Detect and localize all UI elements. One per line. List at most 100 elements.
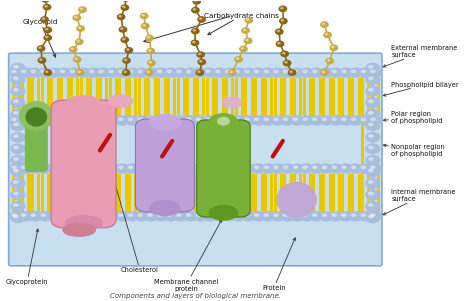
Ellipse shape: [138, 118, 142, 120]
Ellipse shape: [148, 214, 152, 216]
Ellipse shape: [14, 88, 18, 91]
Ellipse shape: [283, 70, 288, 73]
Ellipse shape: [12, 118, 16, 120]
Ellipse shape: [157, 118, 162, 120]
Ellipse shape: [203, 164, 216, 173]
Ellipse shape: [118, 14, 125, 20]
Ellipse shape: [77, 26, 84, 31]
Ellipse shape: [79, 7, 86, 12]
Ellipse shape: [281, 116, 294, 125]
Ellipse shape: [78, 71, 80, 73]
Ellipse shape: [70, 47, 77, 52]
Ellipse shape: [11, 202, 25, 211]
Ellipse shape: [11, 144, 25, 154]
Ellipse shape: [11, 98, 25, 107]
Ellipse shape: [198, 59, 205, 65]
Ellipse shape: [264, 166, 268, 169]
Ellipse shape: [283, 118, 288, 120]
Ellipse shape: [262, 116, 274, 125]
Ellipse shape: [90, 166, 94, 169]
Ellipse shape: [332, 214, 336, 216]
Ellipse shape: [51, 70, 55, 73]
Ellipse shape: [127, 49, 129, 50]
Ellipse shape: [369, 169, 373, 172]
Text: External membrane
surface: External membrane surface: [383, 45, 457, 67]
Ellipse shape: [116, 68, 129, 77]
Ellipse shape: [65, 216, 102, 230]
Ellipse shape: [123, 58, 130, 63]
Ellipse shape: [293, 166, 298, 169]
Ellipse shape: [39, 47, 41, 48]
Ellipse shape: [277, 30, 280, 32]
Ellipse shape: [223, 212, 236, 221]
Ellipse shape: [167, 118, 171, 120]
Ellipse shape: [324, 32, 331, 38]
Ellipse shape: [235, 118, 239, 120]
Ellipse shape: [198, 53, 201, 54]
Ellipse shape: [194, 164, 207, 173]
Ellipse shape: [70, 166, 74, 169]
Ellipse shape: [246, 19, 249, 20]
Ellipse shape: [42, 0, 49, 2]
Ellipse shape: [262, 212, 274, 221]
Ellipse shape: [14, 158, 18, 160]
Ellipse shape: [148, 118, 152, 120]
Ellipse shape: [352, 118, 356, 120]
Ellipse shape: [38, 212, 51, 221]
Ellipse shape: [352, 70, 356, 73]
Ellipse shape: [242, 212, 255, 221]
Ellipse shape: [41, 17, 48, 22]
Ellipse shape: [128, 70, 133, 73]
Ellipse shape: [191, 40, 199, 45]
Ellipse shape: [366, 156, 380, 165]
Ellipse shape: [235, 57, 242, 62]
Ellipse shape: [235, 166, 239, 169]
Ellipse shape: [97, 212, 109, 221]
Ellipse shape: [106, 164, 119, 173]
Ellipse shape: [320, 116, 333, 125]
Ellipse shape: [14, 181, 18, 183]
Ellipse shape: [184, 212, 197, 221]
Ellipse shape: [142, 23, 149, 29]
Ellipse shape: [87, 212, 100, 221]
Ellipse shape: [11, 213, 25, 223]
Text: Glycolipid: Glycolipid: [22, 19, 58, 57]
Ellipse shape: [342, 166, 346, 169]
Ellipse shape: [277, 183, 316, 217]
Ellipse shape: [97, 116, 109, 125]
Ellipse shape: [75, 39, 83, 45]
Ellipse shape: [122, 70, 130, 75]
Ellipse shape: [235, 70, 239, 73]
Ellipse shape: [329, 116, 342, 125]
Ellipse shape: [368, 116, 381, 125]
Ellipse shape: [301, 212, 313, 221]
Ellipse shape: [283, 61, 291, 66]
Ellipse shape: [246, 39, 248, 41]
Ellipse shape: [63, 224, 95, 236]
Ellipse shape: [29, 68, 42, 77]
Ellipse shape: [264, 118, 268, 120]
Ellipse shape: [148, 60, 155, 66]
Text: Phospholipid bilayer: Phospholipid bilayer: [383, 82, 459, 96]
Ellipse shape: [225, 70, 229, 73]
Ellipse shape: [235, 214, 239, 216]
Ellipse shape: [322, 70, 327, 73]
Ellipse shape: [90, 118, 94, 120]
Ellipse shape: [291, 68, 304, 77]
Ellipse shape: [138, 166, 142, 169]
Ellipse shape: [58, 212, 71, 221]
Ellipse shape: [146, 36, 153, 41]
Ellipse shape: [216, 214, 220, 216]
Ellipse shape: [12, 214, 16, 216]
Ellipse shape: [252, 212, 265, 221]
Ellipse shape: [293, 214, 298, 216]
Ellipse shape: [14, 66, 18, 68]
Ellipse shape: [40, 59, 42, 60]
Ellipse shape: [313, 70, 317, 73]
Ellipse shape: [11, 75, 25, 84]
Ellipse shape: [106, 68, 119, 77]
Ellipse shape: [233, 164, 246, 173]
Ellipse shape: [366, 190, 380, 200]
Ellipse shape: [118, 166, 123, 169]
Ellipse shape: [198, 17, 205, 22]
